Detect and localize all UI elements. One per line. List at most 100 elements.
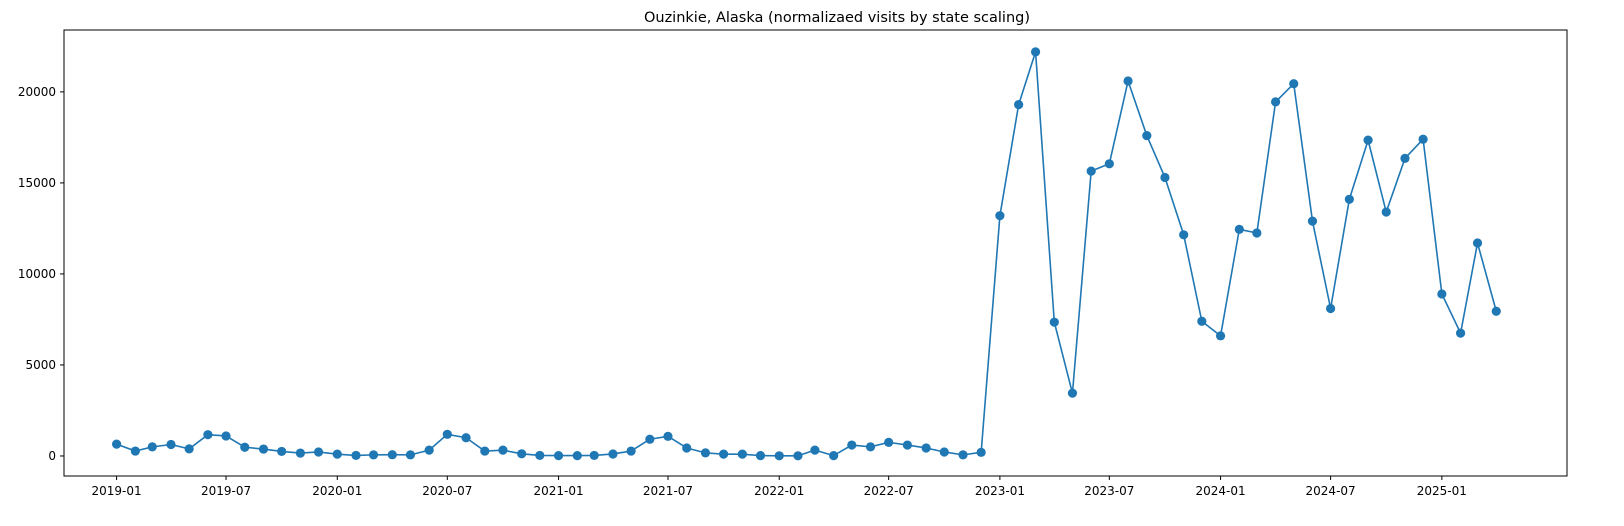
x-tick-label: 2023-01: [975, 484, 1025, 498]
data-point: [995, 211, 1005, 221]
x-axis: 2019-01 2019-07 2020-01 2020-07 2021-01 2021-…: [92, 476, 1467, 498]
data-point: [682, 443, 692, 453]
data-point: [480, 446, 490, 456]
data-point: [461, 433, 471, 443]
data-point: [626, 446, 636, 456]
x-tick-label: 2021-07: [643, 484, 693, 498]
series-line: [116, 51, 1498, 457]
data-point: [1307, 216, 1318, 226]
data-point: [1104, 159, 1114, 169]
data-point: [755, 451, 766, 461]
chart-title: Ouzinkie, Alaska (normalizaed visits by …: [644, 10, 1030, 26]
y-tick-label: 15000: [18, 176, 56, 190]
y-tick-label: 20000: [18, 85, 56, 99]
x-tick-label: 2024-01: [1196, 484, 1246, 498]
data-point: [1437, 289, 1447, 299]
data-point: [1179, 230, 1189, 240]
data-point: [221, 431, 231, 441]
data-point: [700, 448, 711, 458]
data-point: [810, 445, 820, 455]
data-point: [351, 450, 361, 461]
x-tick-label: 2023-07: [1084, 484, 1134, 498]
data-point: [368, 450, 379, 460]
y-tick-label: 0: [48, 449, 56, 463]
data-point: [442, 429, 452, 439]
data-point: [166, 439, 176, 450]
data-point: [1270, 97, 1281, 107]
data-point: [1400, 153, 1410, 163]
data-point: [1197, 316, 1207, 326]
data-point: [1455, 328, 1466, 338]
data-point: [865, 442, 876, 452]
data-point: [184, 444, 194, 454]
data-point: [1142, 130, 1152, 141]
data-point: [1326, 303, 1336, 314]
data-point: [130, 446, 140, 456]
data-point: [1014, 100, 1024, 110]
x-tick-label: 2020-01: [312, 484, 362, 498]
data-point: [535, 450, 545, 461]
x-tick-label: 2020-07: [422, 484, 472, 498]
x-tick-label: 2019-07: [201, 484, 251, 498]
data-point: [608, 449, 618, 459]
data-point: [921, 443, 931, 453]
data-point: [939, 447, 949, 457]
data-point: [1086, 166, 1096, 176]
data-point: [147, 442, 157, 452]
data-point: [958, 450, 968, 460]
data-point: [258, 444, 269, 454]
series-layer: [112, 47, 1501, 461]
y-axis: 0 5000 10000 15000 20000: [18, 85, 64, 463]
data-point: [1252, 228, 1262, 238]
data-point: [313, 447, 324, 457]
data-point: [498, 445, 508, 455]
data-point: [1234, 224, 1244, 234]
data-point: [847, 440, 857, 450]
data-point: [719, 449, 729, 459]
x-tick-label: 2019-01: [92, 484, 142, 498]
y-tick-label: 10000: [18, 267, 56, 281]
data-point: [405, 450, 416, 460]
data-point: [1123, 76, 1133, 86]
data-point: [277, 446, 287, 457]
x-tick-label: 2022-07: [864, 484, 914, 498]
data-point: [1472, 238, 1483, 248]
data-point: [1418, 134, 1428, 144]
data-point: [1289, 79, 1299, 89]
data-point: [332, 449, 342, 459]
y-tick-label: 5000: [25, 358, 56, 372]
data-point: [240, 442, 250, 452]
data-point: [1160, 172, 1170, 183]
data-point: [572, 451, 582, 461]
data-point: [737, 449, 747, 459]
data-point: [1491, 306, 1501, 316]
x-tick-label: 2021-01: [533, 484, 583, 498]
data-point: [902, 440, 913, 450]
data-point: [976, 447, 986, 457]
data-point: [884, 437, 894, 447]
data-point: [295, 448, 305, 458]
data-point: [793, 451, 803, 461]
data-point: [424, 445, 434, 455]
data-point: [1067, 388, 1078, 398]
data-point: [1381, 207, 1391, 217]
data-point: [829, 451, 839, 461]
data-point: [1030, 47, 1041, 57]
data-point: [387, 450, 397, 460]
data-point: [1363, 135, 1373, 145]
axes-frame: [63, 29, 1568, 477]
data-point: [203, 430, 213, 440]
data-point: [589, 450, 599, 461]
x-tick-label: 2024-07: [1306, 484, 1356, 498]
data-point: [1049, 317, 1059, 327]
data-point: [645, 434, 655, 444]
x-tick-label: 2025-01: [1417, 484, 1467, 498]
x-tick-label: 2022-01: [754, 484, 804, 498]
data-point: [1215, 331, 1226, 341]
data-point: [553, 451, 564, 461]
data-point: [774, 451, 784, 461]
data-point: [663, 431, 673, 441]
data-point: [1344, 194, 1354, 204]
data-point: [517, 449, 527, 459]
